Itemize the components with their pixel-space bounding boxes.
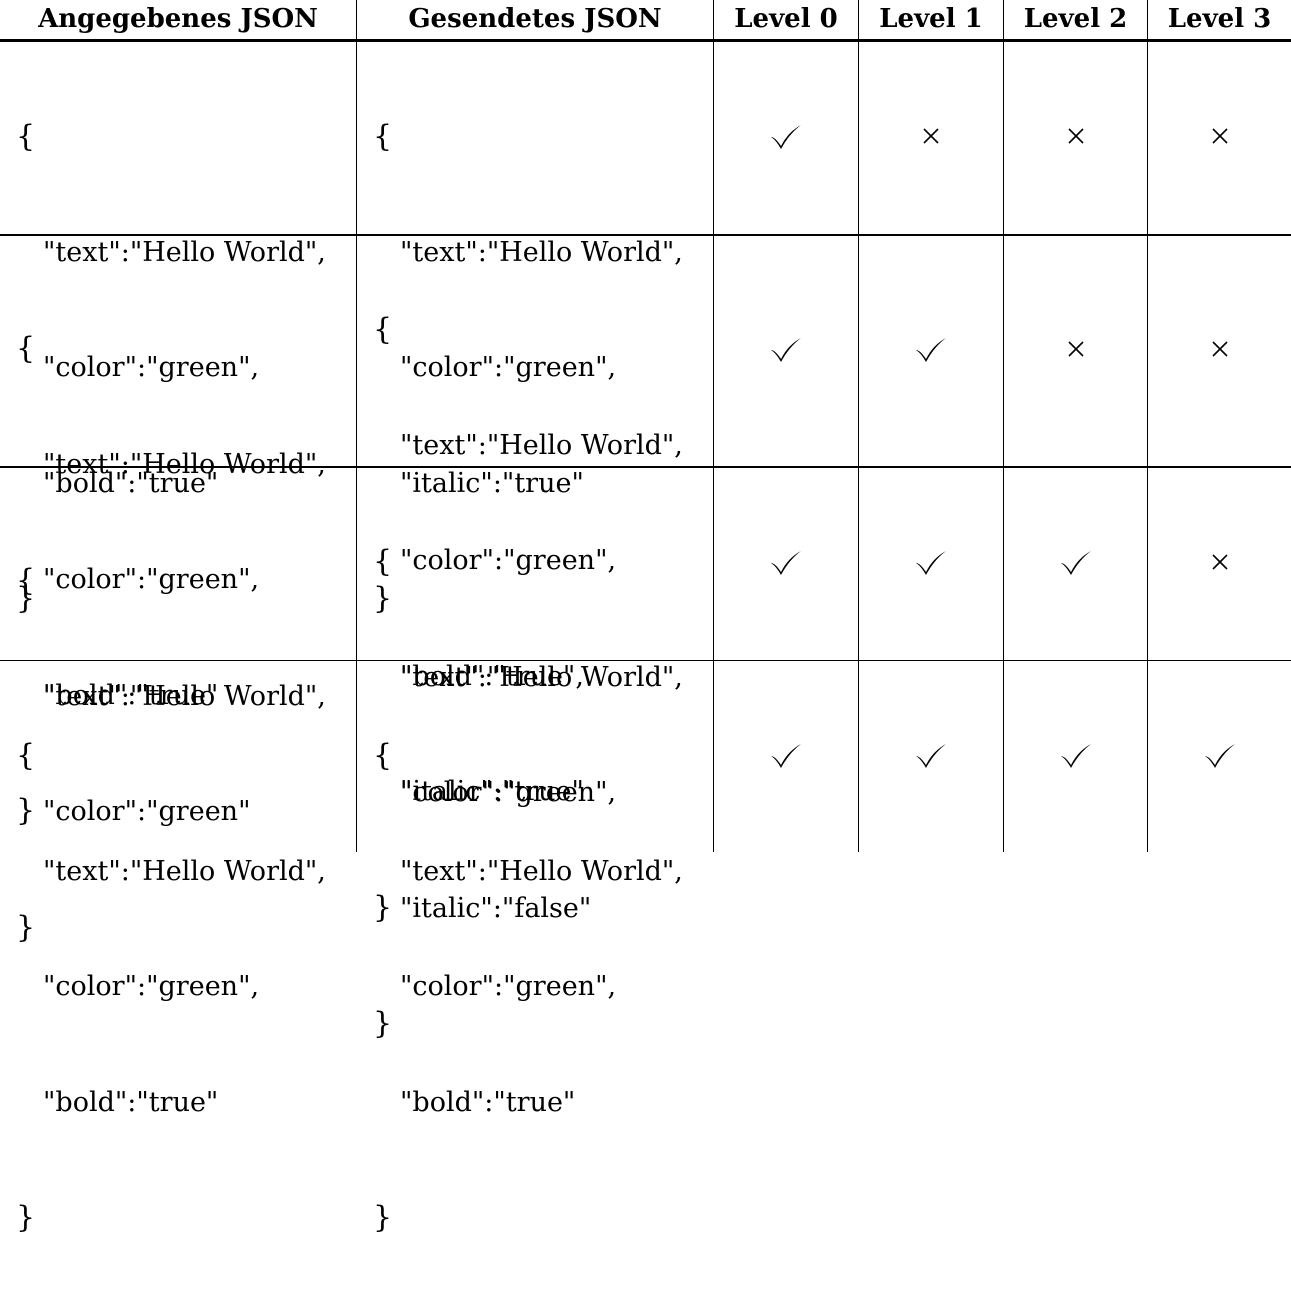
cross-icon	[1003, 329, 1148, 369]
code-line: }	[373, 1200, 393, 1235]
check-icon	[858, 329, 1003, 369]
header-given-json: Angegebenes JSON	[38, 4, 318, 34]
code-line: "text":"Hello World",	[400, 236, 683, 268]
check-icon	[858, 542, 1003, 582]
check-icon	[713, 735, 858, 775]
given-json-cell: { "text":"Hello World", "color":"green",…	[16, 660, 326, 1315]
check-icon	[713, 116, 858, 156]
code-line: "color":"green",	[400, 352, 617, 383]
code-line: "bold":"true"	[43, 1086, 219, 1118]
header-level-3: Level 3	[1167, 4, 1272, 34]
code-line: {	[16, 563, 36, 598]
code-line: {	[373, 119, 393, 154]
header-level-0: Level 0	[734, 4, 838, 34]
code-line: "text":"Hello World",	[400, 855, 683, 887]
column-divider	[1147, 0, 1148, 852]
code-line: "color":"green",	[43, 971, 260, 1002]
cross-icon	[1147, 542, 1291, 582]
code-line: "bold":"true"	[43, 679, 219, 711]
check-icon	[713, 542, 858, 582]
code-line: }	[16, 581, 36, 616]
column-divider	[1003, 0, 1004, 852]
check-icon	[1003, 542, 1148, 582]
code-line: {	[16, 738, 36, 773]
code-line: {	[373, 738, 393, 773]
column-divider	[858, 0, 859, 852]
code-line: }	[16, 793, 36, 828]
cross-icon	[858, 116, 1003, 156]
cross-icon	[1147, 329, 1291, 369]
code-line: "color":"green",	[43, 564, 260, 595]
code-line: {	[373, 312, 393, 347]
code-line: {	[373, 544, 393, 579]
sent-json-cell: { "text":"Hello World", "color":"green",…	[373, 234, 683, 1004]
code-line: "bold":"true"	[43, 467, 219, 499]
code-line: "text":"Hello World",	[400, 429, 683, 461]
check-icon	[1003, 735, 1148, 775]
check-icon	[858, 735, 1003, 775]
code-line: "bold":"true"	[400, 1086, 576, 1118]
cross-icon	[1003, 116, 1148, 156]
column-divider	[356, 0, 357, 852]
code-line: "color":"green",	[400, 971, 617, 1002]
code-line: "text":"Hello World",	[43, 855, 326, 887]
header-level-2: Level 2	[1023, 4, 1128, 34]
code-line: "text":"Hello World",	[43, 236, 326, 268]
given-json-cell: { "text":"Hello World", "color":"green",…	[16, 253, 326, 908]
code-line: "bold":"true",	[400, 660, 584, 692]
code-line: "italic":"true"	[400, 776, 584, 807]
given-json-cell: { "text":"Hello World", "color":"green" …	[16, 485, 326, 1024]
code-line: "color":"green",	[400, 545, 617, 576]
code-line: "text":"Hello World",	[43, 448, 326, 480]
header-sent-json: Gesendetes JSON	[408, 4, 662, 34]
column-divider	[713, 0, 714, 852]
code-line: }	[373, 581, 393, 616]
code-line: "text":"Hello World",	[43, 680, 326, 712]
header-rule	[0, 39, 1291, 42]
sent-json-cell: { "text":"Hello World", "color":"green",…	[373, 660, 683, 1315]
sent-json-cell: { "text":"Hello World", "color":"green",…	[373, 41, 683, 696]
comparison-table: Angegebenes JSON Gesendetes JSON Level 0…	[0, 0, 1291, 1235]
check-icon	[713, 329, 858, 369]
row-divider	[0, 660, 1291, 661]
code-line: {	[16, 331, 36, 366]
code-line: {	[16, 119, 36, 154]
code-line: "color":"green",	[43, 352, 260, 383]
code-line: "text":"Hello World",	[400, 661, 683, 693]
header-level-1: Level 1	[879, 4, 983, 34]
code-line: "color":"green",	[400, 777, 617, 808]
code-line: "color":"green"	[43, 796, 251, 827]
given-json-cell: { "text":"Hello World", "color":"green",…	[16, 41, 326, 696]
code-line: }	[16, 1200, 36, 1235]
check-icon	[1147, 735, 1291, 775]
code-line: "italic":"true"	[400, 467, 584, 499]
row-divider	[0, 466, 1291, 468]
row-divider	[0, 234, 1291, 236]
cross-icon	[1147, 116, 1291, 156]
